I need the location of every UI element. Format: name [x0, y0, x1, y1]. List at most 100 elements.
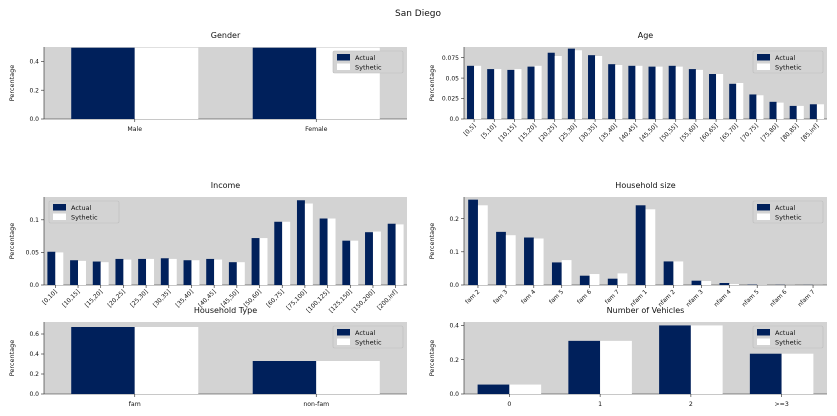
bar-actual: [527, 66, 535, 119]
legend-swatch-synthetic: [53, 213, 66, 220]
bar-synthetic: [701, 281, 712, 285]
bar-actual: [809, 104, 817, 119]
bar-actual: [691, 280, 702, 285]
legend-label: Sythetic: [71, 214, 98, 222]
x-tick-label: [60,65]: [699, 122, 719, 142]
x-tick-label: [35,40]: [174, 288, 194, 308]
bar-synthetic: [134, 47, 199, 119]
bar-synthetic: [574, 50, 582, 119]
bar-actual: [628, 65, 636, 119]
x-tick-label: [75,80]: [760, 122, 780, 142]
bar-synthetic: [509, 384, 542, 394]
legend-swatch-actual: [757, 329, 770, 336]
bar-actual: [296, 200, 305, 285]
bar-actual: [769, 101, 777, 119]
y-axis-label: Percentage: [428, 340, 436, 377]
x-tick-label: [5,10]: [480, 122, 498, 140]
legend-box: [752, 325, 824, 349]
x-tick-label: 0: [507, 401, 511, 408]
chart-title: Number of Vehicles: [607, 306, 685, 315]
bar-synthetic: [494, 69, 502, 119]
x-tick-label: [35,40]: [598, 122, 618, 142]
bar-synthetic: [327, 218, 336, 285]
bar-actual: [608, 64, 616, 119]
bar-synthetic: [655, 66, 663, 119]
x-tick-label: [50,55]: [659, 122, 679, 142]
legend-label: Sythetic: [775, 64, 802, 72]
bar-actual: [729, 83, 737, 119]
bar-actual: [274, 221, 283, 285]
x-tick-label: Male: [127, 126, 142, 133]
chart-title: Income: [211, 181, 241, 190]
legend-swatch-synthetic: [337, 63, 350, 70]
x-tick-label: fam 7: [604, 288, 621, 305]
legend-swatch-actual: [53, 204, 66, 211]
x-tick-label: [10,15]: [497, 122, 517, 142]
bar-synthetic: [259, 238, 268, 285]
legend-box: [752, 200, 824, 224]
bar-actual: [551, 262, 562, 285]
y-axis-label: Percentage: [428, 65, 436, 102]
chart-title: Household Type: [194, 306, 257, 315]
x-tick-label: [55,60]: [679, 122, 699, 142]
x-tick-label: [70,75]: [739, 122, 759, 142]
y-axis-label: Percentage: [428, 223, 436, 260]
legend: Actual Sythetic: [752, 325, 824, 349]
legend: Actual Sythetic: [48, 200, 120, 224]
bar-synthetic: [100, 262, 109, 285]
bar-synthetic: [554, 56, 562, 119]
legend-label: Actual: [775, 329, 796, 337]
chart-title: Gender: [211, 31, 241, 40]
bar-synthetic: [350, 240, 359, 285]
legend-swatch-synthetic: [757, 63, 770, 70]
y-tick-label: 0.05: [446, 75, 460, 82]
bar-actual: [749, 94, 757, 119]
bar-synthetic: [816, 104, 824, 119]
chart-panel-0: Gender Percentage 0.0 0.2 0.4 Male Female Actua…: [8, 31, 407, 133]
bar-synthetic: [477, 205, 488, 285]
y-tick-label: 0.0: [29, 116, 39, 123]
bar-actual: [228, 262, 237, 285]
x-tick-label: nfam 7: [797, 288, 817, 308]
bar-actual: [688, 69, 696, 119]
legend-label: Sythetic: [775, 214, 802, 222]
x-tick-label: [100,125]: [305, 288, 331, 314]
y-tick-label: 0.2: [449, 357, 459, 364]
bar-synthetic: [729, 284, 740, 285]
y-tick-label: 0.1: [449, 249, 459, 256]
bar-actual: [487, 69, 495, 119]
bar-actual: [663, 261, 674, 285]
bar-synthetic: [78, 260, 86, 285]
bar-actual: [719, 283, 730, 285]
bar-actual: [524, 237, 534, 285]
bar-actual: [206, 258, 215, 285]
bar-synthetic: [796, 105, 804, 119]
chart-panel-4: Household Type Percentage 0.0 0.2 0.4 0.6 fam n…: [8, 306, 407, 408]
legend-swatch-actual: [757, 204, 770, 211]
bar-synthetic: [675, 66, 683, 119]
x-tick-label: nfam 3: [685, 288, 705, 308]
bar-synthetic: [673, 261, 684, 285]
bar-actual: [71, 47, 135, 119]
x-tick-label: [75,100]: [285, 288, 308, 311]
legend-box: [48, 200, 120, 224]
legend-label: Sythetic: [355, 339, 382, 347]
y-axis-label: Percentage: [8, 340, 16, 377]
bar-synthetic: [781, 353, 814, 394]
bar-synthetic: [282, 221, 291, 285]
legend-label: Actual: [71, 204, 92, 212]
x-tick-label: [25,30]: [129, 288, 149, 308]
legend-swatch-synthetic: [757, 213, 770, 220]
bar-actual: [588, 55, 596, 119]
legend-swatch-synthetic: [337, 338, 350, 345]
bar-synthetic: [168, 258, 177, 285]
y-tick-label: 0.2: [449, 216, 459, 223]
bar-synthetic: [514, 69, 522, 119]
legend: Actual Sythetic: [332, 50, 404, 74]
bar-actual: [365, 232, 373, 285]
bar-synthetic: [645, 209, 656, 285]
bar-actual: [749, 353, 782, 394]
bar-actual: [92, 261, 101, 285]
